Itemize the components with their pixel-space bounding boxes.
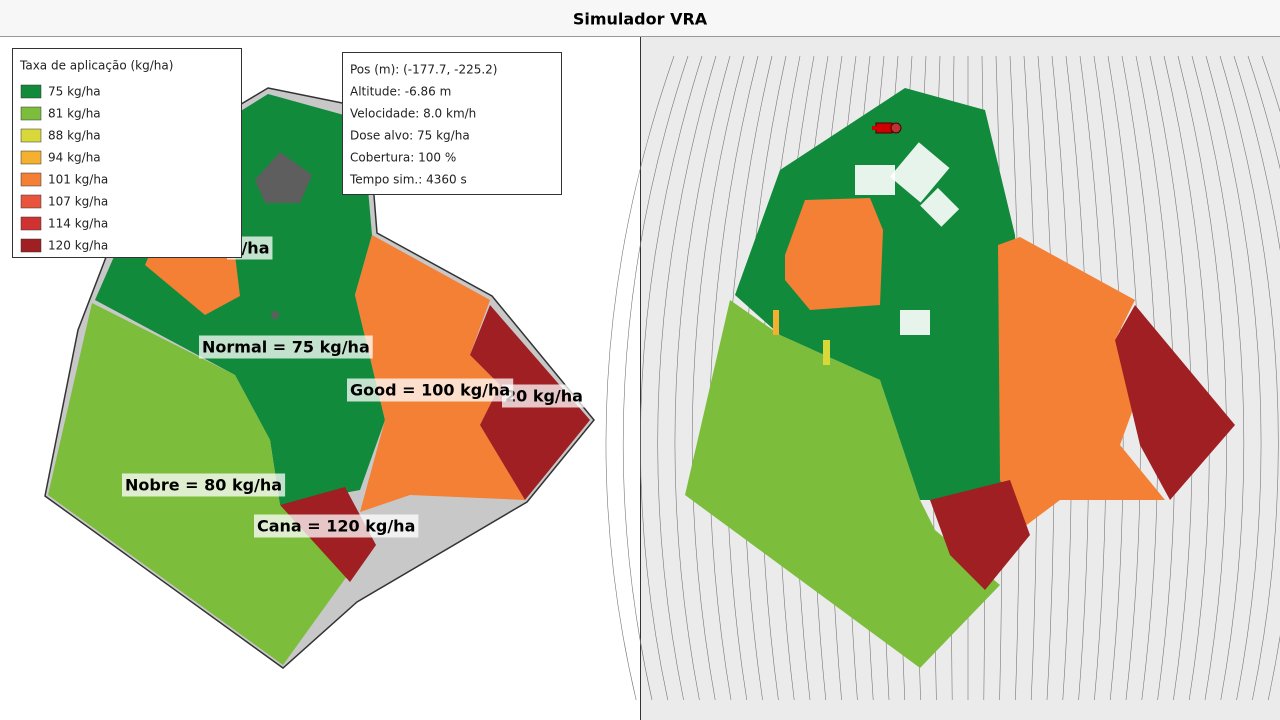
legend-label: 75 kg/ha: [48, 85, 101, 99]
contour-line: [605, 55, 675, 701]
legend-title: Taxa de aplicação (kg/ha): [19, 59, 173, 73]
label-bg: [122, 473, 286, 497]
contour-line: [1247, 55, 1280, 170]
contour-line: [622, 55, 689, 701]
coverage: [998, 237, 1165, 530]
coverage: [823, 340, 830, 365]
window-title: Simulador VRA: [573, 10, 708, 29]
legend: [12, 48, 242, 258]
info-line: Altitude: -6.86 m: [350, 85, 451, 99]
contour-line: [674, 55, 731, 701]
gap: [855, 165, 895, 195]
coverage: [685, 300, 1000, 668]
contour-line: [709, 55, 759, 701]
legend-label: 107 kg/ha: [48, 195, 108, 209]
zone-label-text: Good = 100 kg/ha: [350, 381, 510, 400]
tractor-icon: [872, 122, 902, 134]
zone-good: [355, 235, 525, 512]
legend-label: 120 kg/ha: [48, 239, 108, 253]
gap: [889, 142, 950, 203]
coverage-map: [685, 88, 1235, 668]
gap: [900, 310, 930, 335]
legend-label: 114 kg/ha: [48, 217, 108, 231]
contour-line: [1191, 55, 1245, 701]
label-bg: [254, 514, 419, 538]
legend-swatch: [20, 150, 42, 165]
info-line: Pos (m): (-177.7, -225.2): [350, 63, 498, 77]
zone-label: Good = 100 kg/ha: [347, 378, 514, 402]
obstacle: [271, 311, 279, 319]
info-line: Tempo sim.: 4360 s: [349, 173, 467, 187]
title-bar: [0, 0, 1280, 36]
zone-label-text: Nobre = 80 kg/ha: [125, 476, 282, 495]
contour-line: [1177, 55, 1227, 701]
legend-swatch: [20, 84, 42, 99]
coverage: [930, 480, 1030, 590]
contour-line: [1163, 55, 1210, 701]
contour-line: [1233, 55, 1280, 701]
info-line: Velocidade: 8.0 km/h: [350, 107, 476, 121]
zone-label-text: Normal = 75 kg/ha: [202, 338, 370, 357]
legend-swatch: [20, 216, 42, 231]
legend-label: 94 kg/ha: [48, 151, 101, 165]
zone-label: Nobre = 80 kg/ha: [122, 473, 286, 497]
zone-label: Cana = 120 kg/ha: [254, 514, 419, 538]
coverage: [785, 198, 883, 310]
contour-line: [691, 55, 745, 701]
label-bg: [502, 384, 586, 408]
info-line: Cobertura: 100 %: [350, 151, 456, 165]
contour-line: [657, 55, 717, 701]
contour-line: [1219, 55, 1279, 701]
zone-label-text: Cana = 120 kg/ha: [257, 517, 415, 536]
label-bg: [347, 378, 514, 402]
zone-label: 20 kg/ha: [502, 384, 586, 408]
info-panel: [342, 52, 562, 195]
contour-line: [1205, 55, 1262, 701]
coverage: [773, 310, 779, 335]
label-bg: [199, 335, 373, 359]
legend-swatch: [20, 238, 42, 253]
legend-swatch: [20, 128, 42, 143]
zone-label-text: 20 kg/ha: [505, 387, 583, 406]
zone-label: Normal = 75 kg/ha: [199, 335, 373, 359]
legend-swatch: [20, 106, 42, 121]
info-line: Dose alvo: 75 kg/ha: [350, 129, 470, 143]
legend-label: 88 kg/ha: [48, 129, 101, 143]
gap: [920, 187, 960, 227]
legend-items: 75 kg/ha 81 kg/ha 88 kg/ha 94 kg/ha 101 kg/h…: [20, 84, 108, 253]
info-lines: Pos (m): (-177.7, -225.2) Altitude: -6.86…: [349, 63, 498, 187]
obstacle: [255, 152, 312, 203]
legend-swatch: [20, 172, 42, 187]
legend-label: 81 kg/ha: [48, 107, 101, 121]
legend-label: 101 kg/ha: [48, 173, 108, 187]
coverage: [1115, 305, 1235, 500]
legend-swatch: [20, 194, 42, 209]
contour-line: [640, 55, 703, 701]
